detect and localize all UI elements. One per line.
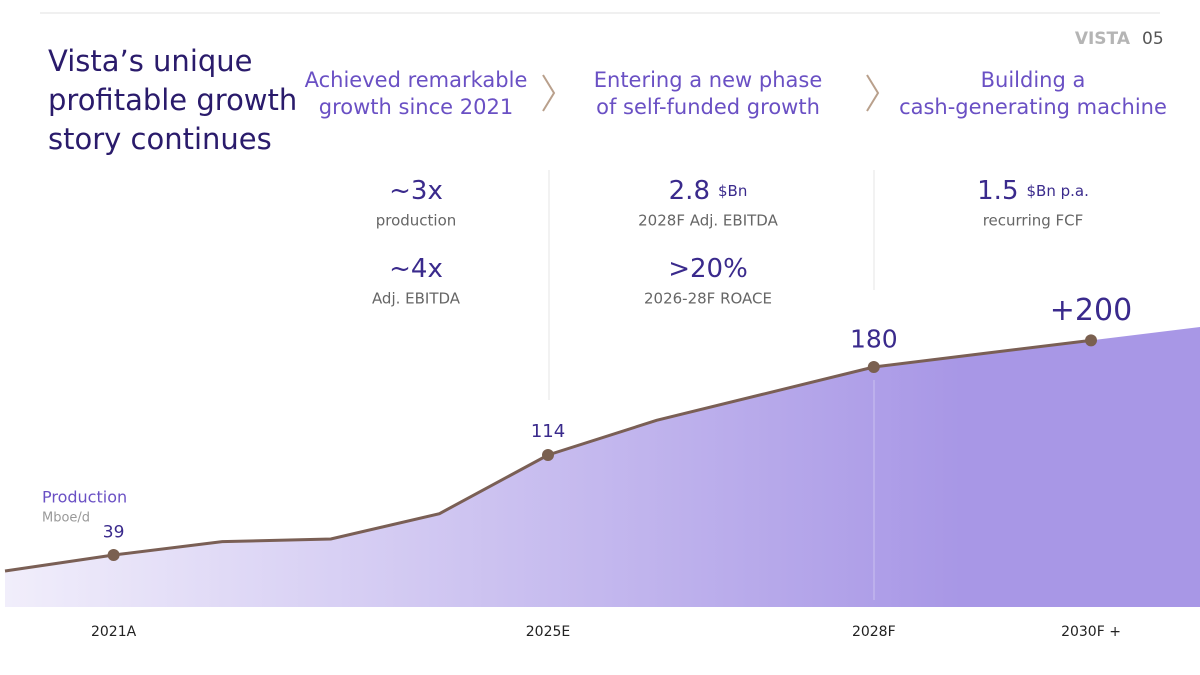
metric-value: ~3x [389,176,443,206]
phase-heading: growth since 2021 [319,95,513,119]
metric-value: >20% [668,254,748,284]
slide-title: story continues [48,122,272,156]
chevron [866,74,880,112]
metric: ~4x [389,254,443,284]
chevron [542,74,556,112]
x-tick-label: 2021A [91,624,137,640]
area [5,326,1200,607]
value-label: +200 [1050,293,1132,328]
metric-label: 2028F Adj. EBITDA [638,212,778,230]
metric-value: 1.5 [977,176,1018,206]
phase-heading: Achieved remarkable [305,68,528,92]
metric-unit: $Bn p.a. [1027,182,1089,200]
slide-title: profitable growth [48,83,297,117]
metric: 2.8 $Bn [669,176,748,206]
phase-heading: of self-funded growth [596,95,820,119]
metric-unit: $Bn [718,182,747,200]
metric-label: Adj. EBITDA [372,290,461,308]
point [542,449,554,461]
y-unit: Mboe/d [42,511,90,526]
phase-heading: Entering a new phase [594,68,823,92]
metric-value: 2.8 [669,176,710,206]
point [107,549,120,561]
x-tick-label: 2030F + [1061,624,1121,640]
value-label: 180 [850,325,898,354]
phase-heading: Building a [981,68,1086,92]
value-label: 39 [103,523,125,543]
metric: ~3x [389,176,443,206]
value-label: 114 [531,421,565,442]
metric-label: recurring FCF [983,212,1084,230]
metric-label: production [376,212,457,230]
point [1085,334,1097,347]
x-tick-label: 2028F [852,624,896,640]
y-label: Production [42,488,127,507]
metric-label: 2026-28F ROACE [644,290,772,308]
phase-heading: cash-generating machine [899,95,1167,119]
metric: >20% [668,254,748,284]
slide-title: Vista’s unique [48,44,253,78]
point [867,361,880,373]
page-number: 05 [1142,29,1164,49]
metric: 1.5 $Bn p.a. [977,176,1089,206]
x-tick-label: 2025E [526,624,570,640]
brand: VISTA [1075,29,1131,49]
metric-value: ~4x [389,254,443,284]
